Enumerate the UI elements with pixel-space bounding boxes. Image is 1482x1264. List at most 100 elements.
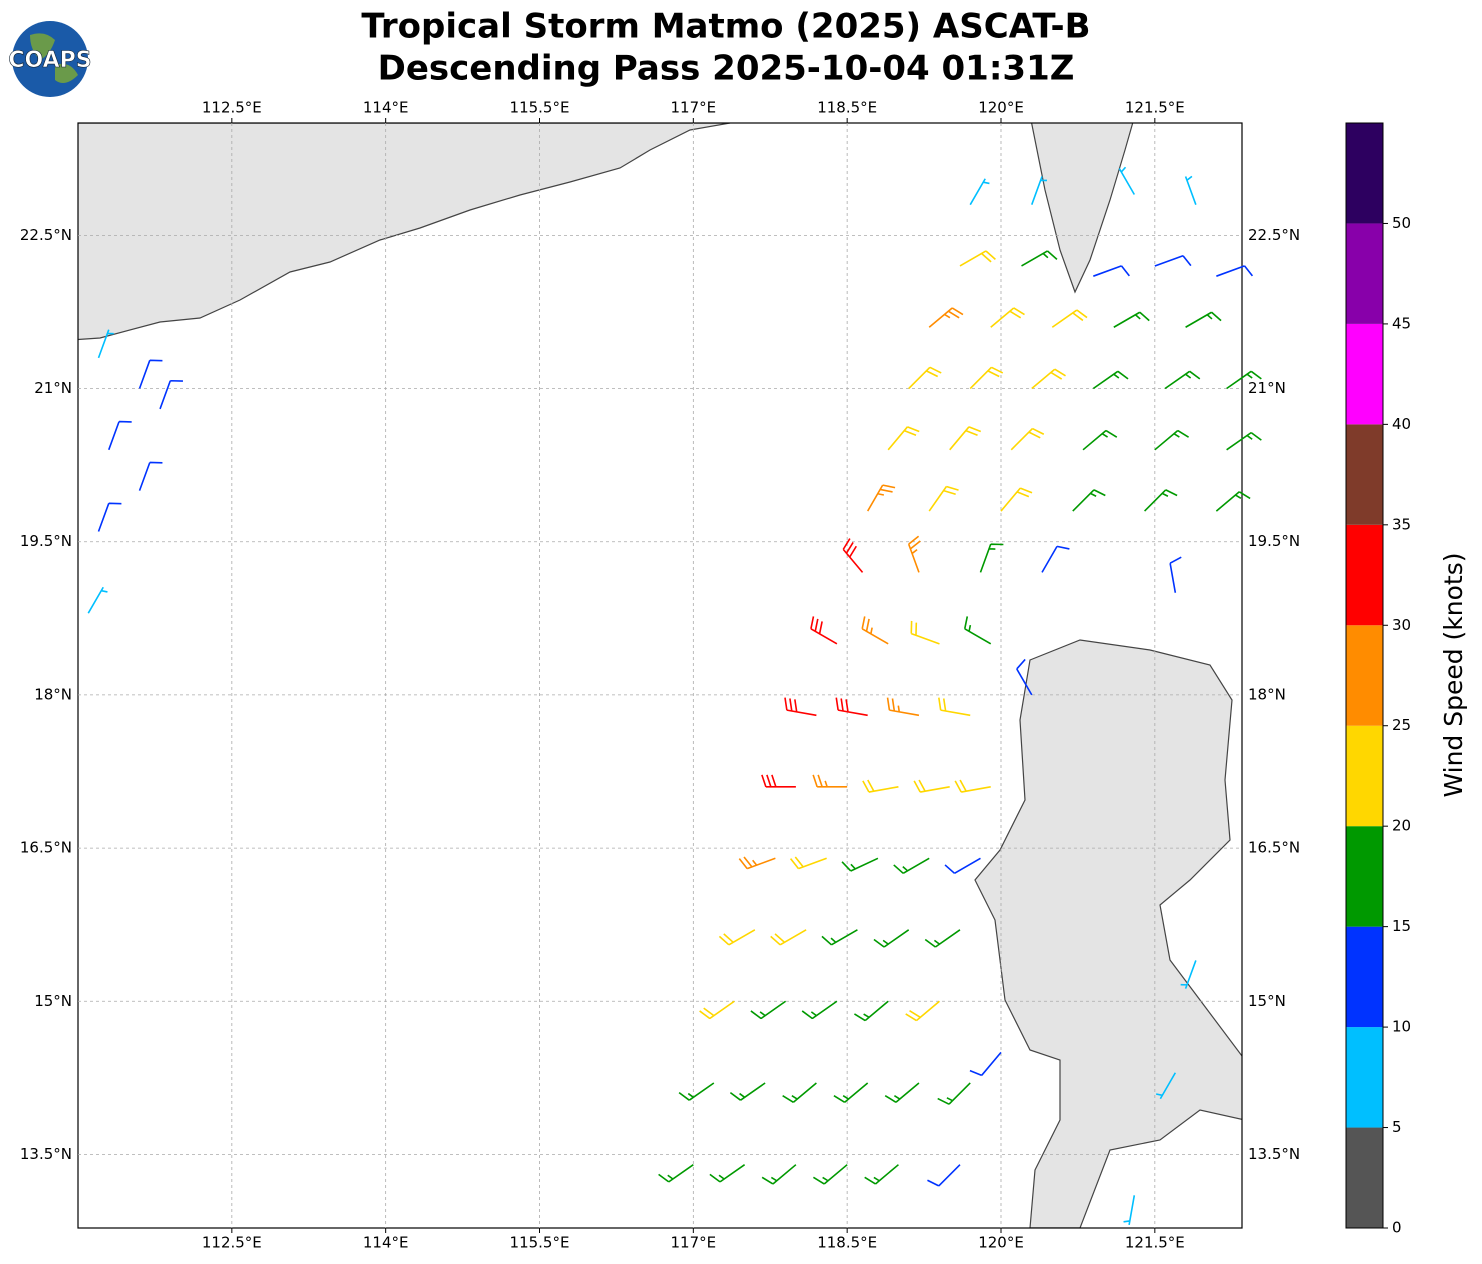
wind-barb — [937, 1082, 971, 1105]
colorbar-segment — [1346, 625, 1383, 726]
wind-barb — [1082, 429, 1118, 451]
wind-barb — [138, 461, 163, 491]
colorbar-tick-label: 20 — [1392, 817, 1411, 835]
y-tick-label: 18°N — [1248, 685, 1286, 703]
wind-barb — [928, 485, 959, 512]
colorbar-tick-label: 50 — [1392, 214, 1411, 232]
wind-barb — [812, 774, 848, 788]
wind-barb — [1113, 311, 1150, 328]
wind-barb — [718, 929, 756, 946]
x-tick-label: 117°E — [671, 99, 717, 117]
wind-barb — [1031, 368, 1066, 390]
colorbar-segment — [1346, 725, 1383, 827]
wind-barb — [949, 426, 982, 451]
wind-barb — [1216, 265, 1254, 277]
wind-barb — [699, 1000, 735, 1020]
wind-barb — [678, 1082, 715, 1101]
wind-barb — [159, 379, 183, 410]
colorbar-segment — [1346, 1027, 1383, 1128]
x-tick-label: 112.5°E — [202, 99, 262, 117]
wind-barb — [938, 697, 971, 717]
wind-barb — [1164, 370, 1201, 390]
wind-barb — [959, 250, 996, 267]
wind-barb — [784, 697, 817, 717]
wind-barb — [1154, 429, 1190, 451]
colorbar-tick-label: 45 — [1392, 314, 1411, 332]
wind-barb — [1144, 489, 1178, 512]
colorbar-segment — [1346, 223, 1383, 324]
wind-barb — [1041, 545, 1070, 573]
wind-barb — [969, 178, 990, 206]
wind-barb — [782, 1082, 817, 1103]
wind-barb — [963, 616, 992, 645]
y-tick-label: 13.5°N — [1248, 1145, 1300, 1163]
wind-barb — [1093, 265, 1130, 277]
land — [78, 123, 1242, 1228]
x-tick-label: 114°E — [363, 99, 409, 117]
colorbar-tick-label: 5 — [1392, 1118, 1402, 1136]
map-frame — [77, 122, 1243, 1229]
x-tick-label: 120°E — [978, 1234, 1024, 1252]
taiwan-coast — [1030, 123, 1134, 294]
wind-barb — [990, 307, 1025, 328]
wind-barb — [761, 774, 796, 788]
title: Tropical Storm Matmo (2025) ASCAT-B — [361, 7, 1090, 47]
wind-barb — [87, 586, 108, 614]
colorbar-tick-label: 0 — [1392, 1219, 1402, 1237]
colorbar-segment — [1346, 123, 1383, 224]
colorbar-segment — [1346, 1127, 1383, 1228]
wind-barb — [886, 697, 920, 717]
wind-barb — [841, 857, 879, 872]
wind-barb — [750, 1000, 787, 1020]
wind-barb — [913, 779, 950, 793]
wind-barb — [810, 616, 838, 645]
x-tick-label: 114°E — [363, 1234, 409, 1252]
wind-barb — [729, 1082, 766, 1101]
wind-barb — [928, 307, 964, 328]
china-coast — [78, 123, 731, 341]
wind-barb — [905, 1000, 940, 1022]
wind-barb — [833, 1082, 869, 1103]
wind-barb — [761, 1164, 797, 1185]
wind-barb — [97, 329, 114, 359]
colorbar-tick-label: 10 — [1392, 1018, 1411, 1036]
wind-barb — [910, 620, 940, 645]
wind-barb — [1185, 311, 1222, 328]
wind-barb — [1072, 489, 1106, 512]
wind-barb — [979, 543, 1004, 573]
y-tick-label: 16.5°N — [20, 839, 72, 857]
wind-barb — [1226, 431, 1262, 451]
wind-barb — [789, 856, 827, 870]
colorbar-tick-label: 35 — [1392, 515, 1411, 533]
wind-barb — [770, 929, 807, 946]
wind-barb — [861, 616, 889, 645]
colorbar-segment — [1346, 323, 1383, 425]
wind-barb — [1155, 1072, 1177, 1100]
logo-land — [30, 33, 78, 84]
colorbar-segment — [1346, 826, 1383, 927]
wind-barb — [1215, 491, 1251, 512]
subtitle: Descending Pass 2025-10-04 01:31Z — [378, 49, 1075, 89]
wind-barb — [1092, 370, 1129, 390]
y-tick-label: 19.5°N — [20, 532, 72, 550]
wind-barb — [927, 1164, 961, 1187]
colorbar-frame — [1345, 122, 1384, 1229]
wind-barb — [907, 535, 921, 573]
wind-barb — [862, 779, 899, 793]
wind-barb — [1051, 309, 1088, 328]
x-tick-label: 118.5°E — [817, 99, 877, 117]
x-tick-label: 120°E — [978, 99, 1024, 117]
colorbar-tick-label: 30 — [1392, 616, 1411, 634]
wind-barb — [1184, 175, 1197, 205]
wind-barb — [1154, 254, 1192, 267]
wind-barb — [821, 929, 858, 946]
y-tick-label: 21°N — [1248, 379, 1286, 397]
y-tick-label: 18°N — [34, 685, 72, 703]
x-tick-label: 112.5°E — [202, 1234, 262, 1252]
colorbar-label: Wind Speed (knots) — [1439, 552, 1468, 797]
colorbar-segment — [1346, 926, 1383, 1028]
wind-barb — [835, 697, 868, 717]
wind-barb — [108, 420, 132, 451]
wind-barb — [854, 1000, 889, 1022]
